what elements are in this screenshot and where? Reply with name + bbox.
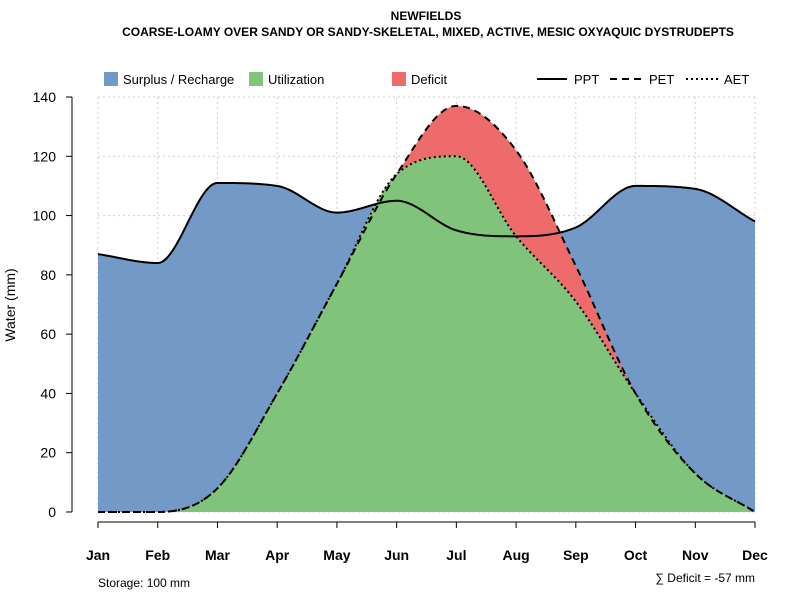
x-tick-label-oct: Oct: [624, 547, 648, 563]
storage-note: Storage: 100 mm: [98, 576, 190, 590]
x-tick-label-aug: Aug: [502, 547, 529, 563]
y-tick-label: 140: [33, 89, 57, 105]
legend-label-pet: PET: [649, 72, 674, 87]
x-tick-label-jan: Jan: [86, 547, 110, 563]
chart-subtitle: COARSE-LOAMY OVER SANDY OR SANDY-SKELETA…: [122, 25, 734, 39]
axes: 0 20 40 60 80 100 120 140 Jan Feb Mar Apr May Jun Jul A…: [33, 89, 768, 563]
series-lines: [97, 104, 756, 513]
y-tick-label: 100: [33, 208, 57, 224]
x-tick-label-mar: Mar: [205, 547, 230, 563]
y-tick-label: 60: [40, 326, 56, 342]
legend: Surplus / Recharge Utilization Deficit P…: [104, 72, 749, 87]
x-tick-label-sep: Sep: [563, 547, 589, 563]
pet-line: [98, 104, 756, 513]
legend-label-deficit: Deficit: [411, 72, 448, 87]
area-fills: [98, 105, 755, 513]
y-tick-label: 40: [40, 385, 56, 401]
x-tick-label-nov: Nov: [682, 547, 709, 563]
y-tick-label: 80: [40, 267, 56, 283]
chart-title: NEWFIELDS: [391, 9, 462, 23]
x-tick-label-dec: Dec: [742, 547, 768, 563]
legend-swatch-deficit: [392, 72, 406, 86]
y-tick-label: 0: [48, 504, 56, 520]
y-tick-label: 20: [40, 445, 56, 461]
legend-label-aet: AET: [724, 72, 749, 87]
y-tick-label: 120: [33, 148, 57, 164]
x-tick-label-may: May: [323, 547, 350, 563]
legend-label-ppt: PPT: [574, 72, 599, 87]
x-tick-label-jul: Jul: [446, 547, 466, 563]
aet-line: [98, 155, 756, 513]
x-tick-label-apr: Apr: [265, 547, 290, 563]
deficit-total-note: ∑ Deficit = -57 mm: [655, 571, 755, 585]
legend-swatch-utilization: [249, 72, 263, 86]
legend-swatch-surplus: [104, 72, 118, 86]
legend-label-utilization: Utilization: [268, 72, 324, 87]
legend-label-surplus: Surplus / Recharge: [123, 72, 234, 87]
x-tick-label-feb: Feb: [145, 547, 170, 563]
utilization-area: [98, 156, 755, 513]
ppt-line: [97, 181, 756, 265]
x-tick-label-jun: Jun: [384, 547, 409, 563]
y-axis-label: Water (mm): [2, 268, 18, 341]
